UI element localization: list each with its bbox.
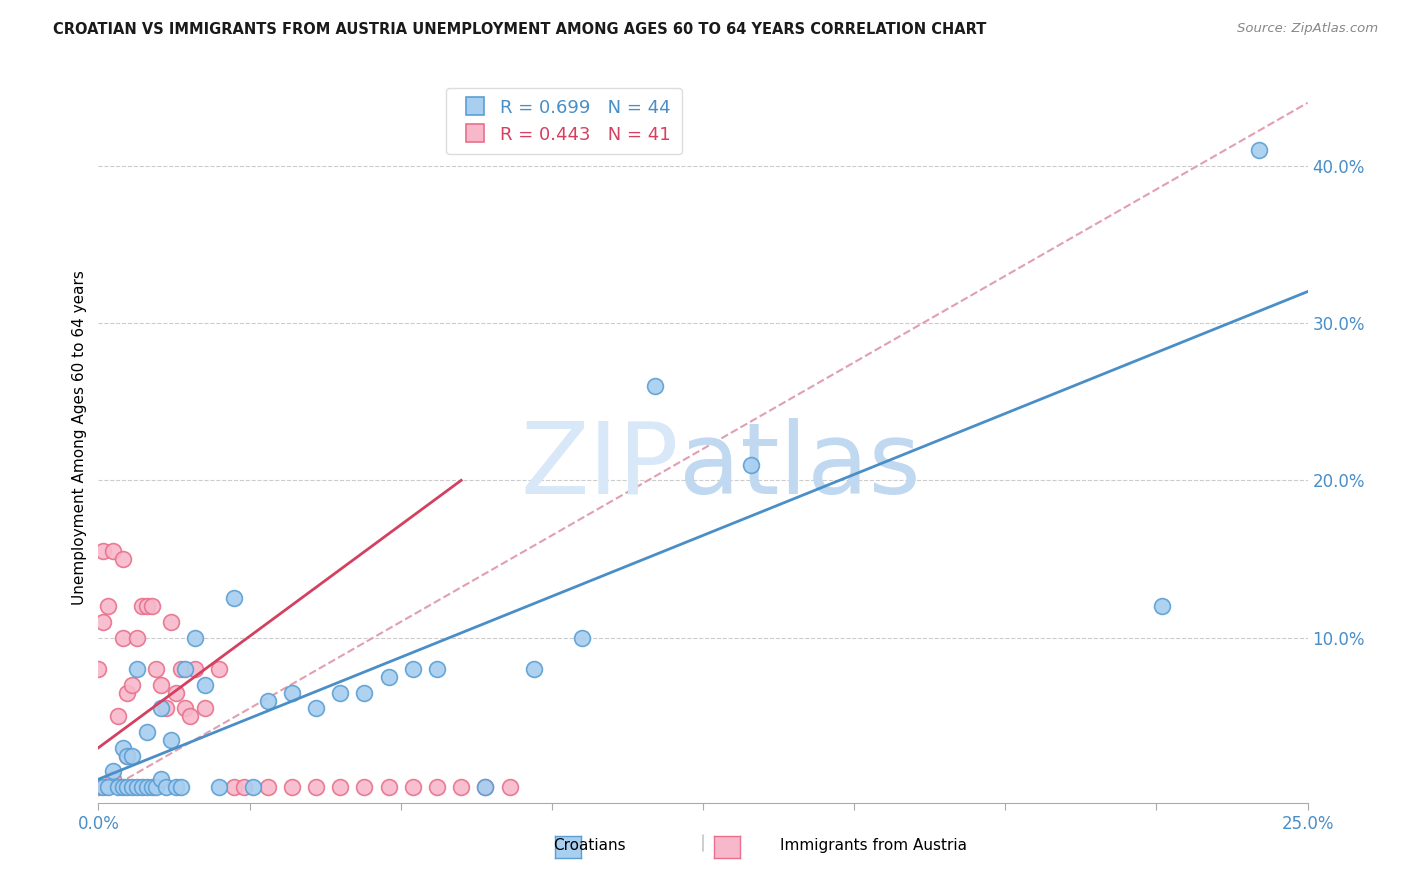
- Point: [377, 780, 399, 794]
- Point: [194, 701, 217, 715]
- Text: atlas: atlas: [679, 417, 921, 515]
- Point: [281, 686, 304, 700]
- Point: [87, 662, 110, 676]
- Point: [91, 544, 114, 558]
- Point: [150, 701, 173, 715]
- Point: [256, 693, 278, 707]
- Text: ZIP: ZIP: [520, 417, 679, 515]
- Point: [131, 780, 153, 794]
- Point: [117, 748, 139, 763]
- Point: [523, 662, 546, 676]
- Point: [121, 780, 143, 794]
- Point: [111, 740, 134, 755]
- Point: [184, 631, 207, 645]
- Point: [426, 662, 449, 676]
- Point: [127, 780, 149, 794]
- Point: [179, 709, 201, 723]
- Point: [256, 780, 278, 794]
- Point: [101, 772, 124, 787]
- Point: [329, 780, 352, 794]
- Point: [740, 458, 762, 472]
- Point: [135, 780, 157, 794]
- Point: [329, 686, 352, 700]
- Point: [242, 780, 264, 794]
- Text: Croatians: Croatians: [553, 838, 626, 853]
- Point: [111, 631, 134, 645]
- Point: [107, 780, 129, 794]
- Point: [150, 678, 173, 692]
- Point: [402, 662, 425, 676]
- Point: [150, 772, 173, 787]
- Text: Immigrants from Austria: Immigrants from Austria: [780, 838, 967, 853]
- Point: [121, 748, 143, 763]
- Point: [353, 686, 375, 700]
- Point: [174, 701, 197, 715]
- Legend: R = 0.699   N = 44, R = 0.443   N = 41: R = 0.699 N = 44, R = 0.443 N = 41: [446, 87, 682, 154]
- Point: [141, 780, 163, 794]
- Point: [155, 780, 177, 794]
- Point: [450, 780, 472, 794]
- Point: [141, 599, 163, 614]
- Point: [208, 662, 231, 676]
- Point: [474, 780, 496, 794]
- Point: [145, 662, 167, 676]
- Point: [377, 670, 399, 684]
- Point: [91, 615, 114, 629]
- Point: [169, 662, 191, 676]
- Point: [208, 780, 231, 794]
- Y-axis label: Unemployment Among Ages 60 to 64 years: Unemployment Among Ages 60 to 64 years: [72, 269, 87, 605]
- Point: [91, 780, 114, 794]
- Point: [155, 701, 177, 715]
- Text: Source: ZipAtlas.com: Source: ZipAtlas.com: [1237, 22, 1378, 36]
- Point: [107, 709, 129, 723]
- Point: [127, 631, 149, 645]
- Point: [117, 780, 139, 794]
- Point: [281, 780, 304, 794]
- Point: [169, 780, 191, 794]
- Point: [498, 780, 520, 794]
- Point: [305, 701, 328, 715]
- Point: [165, 686, 187, 700]
- Point: [402, 780, 425, 794]
- Point: [131, 599, 153, 614]
- Point: [101, 764, 124, 779]
- Point: [644, 379, 666, 393]
- Point: [426, 780, 449, 794]
- Point: [305, 780, 328, 794]
- Point: [184, 662, 207, 676]
- Point: [117, 686, 139, 700]
- Point: [222, 591, 245, 606]
- Point: [97, 780, 120, 794]
- Point: [1152, 599, 1174, 614]
- Point: [222, 780, 245, 794]
- Point: [165, 780, 187, 794]
- Point: [474, 780, 496, 794]
- Point: [194, 678, 217, 692]
- Text: CROATIAN VS IMMIGRANTS FROM AUSTRIA UNEMPLOYMENT AMONG AGES 60 TO 64 YEARS CORRE: CROATIAN VS IMMIGRANTS FROM AUSTRIA UNEM…: [53, 22, 987, 37]
- Point: [135, 599, 157, 614]
- Point: [87, 780, 110, 794]
- Point: [1249, 143, 1271, 157]
- Point: [160, 732, 183, 747]
- Point: [135, 725, 157, 739]
- Point: [127, 662, 149, 676]
- Point: [353, 780, 375, 794]
- Point: [232, 780, 254, 794]
- Point: [101, 544, 124, 558]
- Point: [111, 552, 134, 566]
- Point: [121, 678, 143, 692]
- Point: [571, 631, 593, 645]
- Point: [160, 615, 183, 629]
- Point: [145, 780, 167, 794]
- Point: [174, 662, 197, 676]
- Point: [97, 599, 120, 614]
- Point: [117, 748, 139, 763]
- Point: [111, 780, 134, 794]
